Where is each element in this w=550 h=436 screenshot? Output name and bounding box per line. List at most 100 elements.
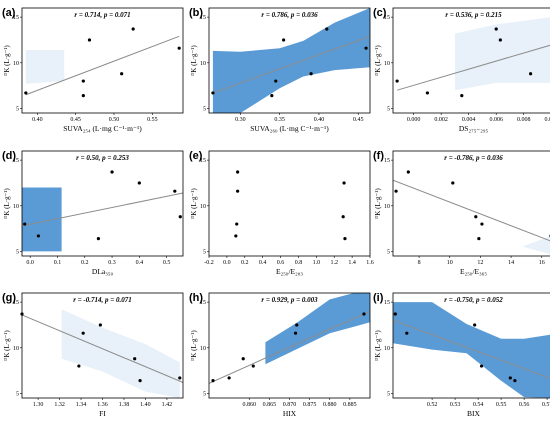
x-axis-label: DS₂₇₅₋₂₉₅ xyxy=(459,124,489,133)
x-tick-label: 0.40 xyxy=(32,117,43,123)
y-tick-label: 5 xyxy=(203,391,206,397)
panel-c: 0.0000.0020.0040.0060.0080.01051015(c)r … xyxy=(373,7,550,133)
data-point xyxy=(282,38,285,41)
data-point xyxy=(236,190,239,193)
confidence-band xyxy=(455,17,550,90)
x-axis-label: E₂₅₀/E₂₀₃ xyxy=(276,267,303,276)
stat-label: r = -0.786, p = 0.036 xyxy=(444,154,503,162)
y-tick-label: 5 xyxy=(16,249,19,255)
data-point xyxy=(362,312,365,315)
data-point xyxy=(451,181,454,184)
x-tick-label: 0.4 xyxy=(259,260,267,266)
panel-f: 8 10 12 14 16 5 10 15(f) r = -0.786, p = 0.036 E₂… xyxy=(373,150,550,276)
x-tick-label: -0.2 xyxy=(204,260,214,266)
data-point xyxy=(426,91,429,94)
x-tick-label: 0.1 xyxy=(54,260,62,266)
y-tick-label: 5 xyxy=(387,391,390,397)
stat-label: r = 0.50, p = 0.253 xyxy=(76,154,129,162)
x-axis-label: FI xyxy=(99,409,106,418)
x-tick-label: 1.36 xyxy=(97,402,108,408)
data-point xyxy=(342,215,345,218)
confidence-band xyxy=(62,309,180,398)
y-tick-label: 5 xyxy=(203,106,206,112)
y-tick-label: 5 xyxy=(16,391,19,397)
data-point xyxy=(97,237,100,240)
x-tick-label: 0.860 xyxy=(243,402,257,408)
data-point xyxy=(480,222,483,225)
x-tick-label: 0.50 xyxy=(109,117,120,123)
panel-i: 0.520.530.540.550.560.5751015(i)r = -0.7… xyxy=(373,292,550,418)
x-axis-label: SUVA₂₆₀ (L·mg C⁻¹·m⁻¹) xyxy=(250,124,329,133)
panel-label: (a) xyxy=(2,7,16,19)
panel-label: (e) xyxy=(189,150,203,162)
data-point xyxy=(495,27,498,30)
data-point xyxy=(178,47,181,50)
x-tick-label: 0.55 xyxy=(147,117,158,123)
x-tick-label: 0.008 xyxy=(517,117,531,123)
x-tick-label: 0.885 xyxy=(343,402,357,408)
data-point xyxy=(88,38,91,41)
y-tick-label: 10 xyxy=(200,204,206,210)
x-tick-label: 1.30 xyxy=(33,402,44,408)
x-tick-label: 0.35 xyxy=(274,117,285,123)
regression-line xyxy=(209,311,370,383)
data-point xyxy=(295,323,298,326)
data-point xyxy=(132,27,135,30)
x-tick-label: 1.2 xyxy=(330,260,338,266)
data-point xyxy=(173,190,176,193)
data-point xyxy=(396,79,399,82)
y-tick-label: 10 xyxy=(13,204,19,210)
confidence-band xyxy=(26,50,64,84)
regression-line xyxy=(393,180,550,242)
x-tick-label: 0.3 xyxy=(108,260,116,266)
data-point xyxy=(473,323,476,326)
data-point xyxy=(294,332,297,335)
x-tick-label: 12 xyxy=(477,260,483,266)
data-point xyxy=(211,379,214,382)
x-tick-label: 0.45 xyxy=(353,117,364,123)
data-point xyxy=(99,323,102,326)
y-axis-label: ᴰK (L·g⁻¹) xyxy=(190,188,198,219)
x-tick-label: 0.2 xyxy=(81,260,89,266)
data-point xyxy=(477,237,480,240)
stat-label: r = -0.714, p = 0.071 xyxy=(73,296,132,304)
data-point xyxy=(179,215,182,218)
x-tick-label: 10 xyxy=(447,260,453,266)
y-axis-label: ᴰK (L·g⁻¹) xyxy=(374,330,382,361)
x-tick-label: 0.45 xyxy=(70,117,81,123)
data-point xyxy=(235,222,238,225)
data-point xyxy=(211,91,214,94)
y-tick-label: 5 xyxy=(203,249,206,255)
x-tick-label: 0.2 xyxy=(241,260,249,266)
data-point xyxy=(178,376,181,379)
x-tick-label: 1.32 xyxy=(54,402,65,408)
x-axis-label: DLa₃₅₀ xyxy=(92,267,114,276)
stat-label: r = 0.536, p = 0.215 xyxy=(445,11,502,19)
x-tick-label: 0.6 xyxy=(277,260,285,266)
data-point xyxy=(405,332,408,335)
stat-label: r = 0.929, p = 0.003 xyxy=(261,296,318,304)
x-axis-label: SUVA₂₅₄ (L·mg C⁻¹·m⁻¹) xyxy=(63,124,142,133)
panel-h: 0.860 0.865 0.870 0.875 0.880 0.885 5 10 15(h) r … xyxy=(189,292,370,418)
x-tick-label: 0.875 xyxy=(303,402,317,408)
confidence-band xyxy=(213,8,370,113)
x-tick-label: 0.880 xyxy=(323,402,337,408)
data-point xyxy=(228,376,231,379)
confidence-band xyxy=(523,235,550,255)
panel-d: 0.0 0.1 0.2 0.3 0.4 0.5 5 10 15(d) r = 0.50, p = … xyxy=(2,150,183,276)
data-point xyxy=(24,91,27,94)
y-tick-label: 10 xyxy=(13,346,19,352)
data-point xyxy=(460,94,463,97)
data-point xyxy=(480,364,483,367)
data-point xyxy=(82,94,85,97)
data-point xyxy=(133,357,136,360)
x-tick-label: 0.002 xyxy=(434,117,448,123)
plot-frame xyxy=(209,151,370,256)
data-point xyxy=(529,72,532,75)
y-tick-label: 10 xyxy=(200,346,206,352)
panel-e: -0.2 0.0 0.2 0.4 0.6 0.8 1.0 1.2 1.4 1.6 5 10 15(e) E… xyxy=(189,150,374,276)
x-tick-label: 0.54 xyxy=(473,402,484,408)
x-tick-label: 0.40 xyxy=(314,117,325,123)
data-point xyxy=(234,234,237,237)
data-point xyxy=(82,332,85,335)
